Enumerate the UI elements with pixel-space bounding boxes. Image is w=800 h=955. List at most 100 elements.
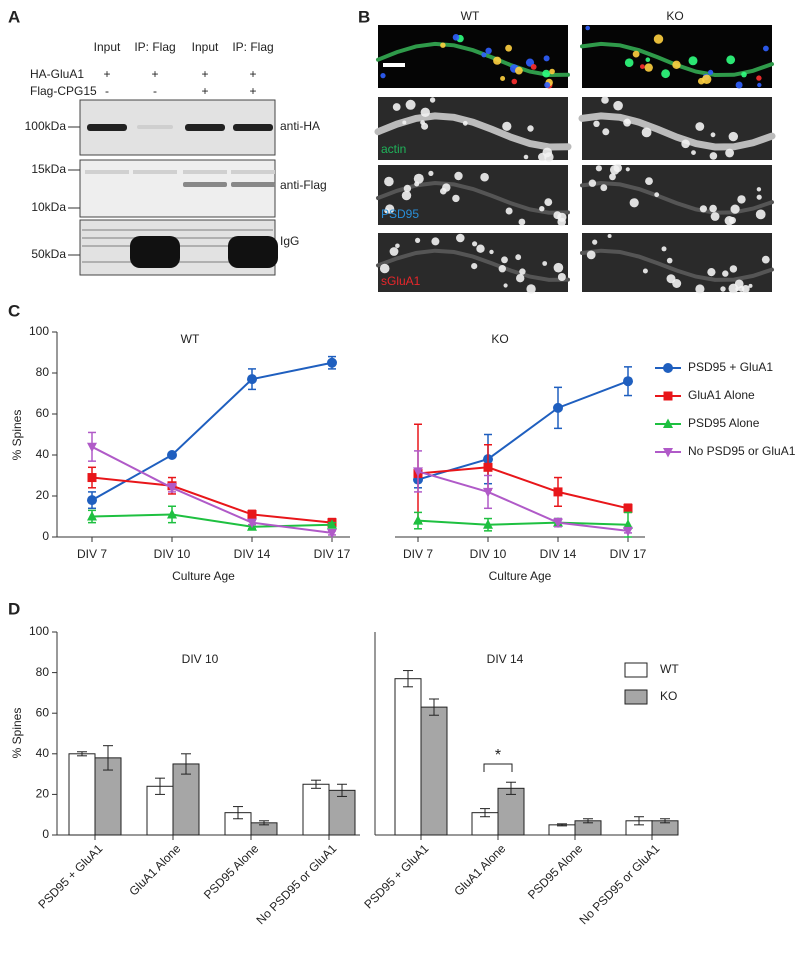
puncta: [542, 261, 548, 266]
puncta: [661, 69, 670, 79]
puncta: [429, 97, 436, 103]
dendrite: [578, 112, 776, 151]
significance-marker: *: [495, 747, 501, 764]
puncta: [518, 218, 526, 226]
chart-title: WT: [181, 332, 200, 346]
puncta: [691, 150, 696, 156]
puncta: [645, 177, 653, 186]
x-tick-label: PSD95 Alone: [201, 841, 262, 902]
puncta: [515, 254, 522, 261]
genotype-header: WT: [461, 9, 480, 23]
data-point: [553, 487, 563, 497]
legend-label: GluA1 Alone: [688, 388, 755, 402]
bar: [68, 753, 96, 836]
mw-marker: 100kDa: [25, 119, 67, 133]
blot-image: [79, 159, 276, 218]
puncta: [595, 165, 603, 172]
condition-sign: +: [249, 84, 256, 98]
puncta: [539, 206, 545, 212]
puncta: [544, 198, 553, 207]
puncta: [729, 216, 736, 224]
data-point: [87, 442, 97, 453]
puncta: [654, 192, 660, 198]
dendrite: [580, 248, 774, 282]
y-tick-label: 100: [29, 624, 49, 638]
data-point: [167, 508, 177, 519]
legend-swatch: [624, 689, 648, 705]
data-point: [623, 376, 633, 387]
puncta: [553, 262, 564, 273]
dendrite: [376, 248, 570, 282]
legend-marker: [663, 448, 673, 458]
y-tick-label: 0: [42, 827, 49, 841]
legend-swatch: [624, 662, 648, 678]
puncta: [481, 52, 487, 58]
lane-header: IP: Flag: [232, 40, 273, 54]
puncta: [625, 167, 630, 172]
puncta: [600, 184, 608, 192]
x-tick-label: PSD95 + GluA1: [35, 841, 105, 911]
puncta: [757, 82, 762, 88]
dendrite: [376, 41, 570, 78]
puncta: [729, 265, 738, 273]
condition-sign: +: [151, 67, 158, 81]
panel-label: B: [358, 7, 370, 26]
puncta: [471, 263, 478, 270]
panel-label: A: [8, 7, 20, 26]
puncta: [698, 77, 705, 85]
data-point: [87, 511, 97, 521]
puncta: [523, 154, 529, 160]
x-tick-label: DIV 7: [77, 547, 107, 561]
puncta: [542, 69, 551, 78]
puncta: [709, 152, 718, 160]
puncta: [462, 120, 468, 126]
chart-title: DIV 10: [182, 652, 219, 666]
y-axis-label: % Spines: [10, 410, 24, 461]
micrograph: [582, 165, 772, 225]
puncta: [763, 45, 769, 52]
bar: [497, 787, 525, 836]
blot-band: [137, 125, 173, 129]
blot-band: [228, 236, 278, 268]
puncta: [681, 139, 690, 149]
blot-band: [233, 124, 273, 131]
data-point: [413, 515, 423, 525]
puncta: [726, 55, 736, 65]
puncta: [431, 237, 440, 246]
puncta: [666, 274, 676, 284]
puncta: [585, 25, 590, 31]
bar: [172, 763, 200, 836]
puncta: [500, 76, 506, 81]
puncta: [720, 286, 726, 292]
condition-sign: -: [105, 84, 109, 98]
bar: [94, 757, 122, 836]
puncta: [609, 173, 616, 181]
puncta: [485, 47, 492, 54]
puncta: [710, 212, 720, 221]
puncta: [440, 42, 446, 48]
puncta: [695, 284, 705, 294]
puncta: [544, 82, 551, 88]
puncta: [722, 270, 729, 277]
blot-band: [183, 182, 227, 187]
bar: [548, 824, 576, 836]
puncta: [480, 172, 489, 182]
series-line: [91, 361, 333, 501]
puncta: [725, 148, 734, 158]
puncta: [502, 121, 512, 131]
puncta: [695, 122, 705, 131]
mw-marker: 15kDa: [31, 162, 66, 176]
puncta: [592, 239, 598, 245]
puncta: [516, 274, 525, 283]
data-point: [167, 483, 177, 494]
puncta: [707, 268, 716, 277]
chart-title: DIV 14: [487, 652, 524, 666]
legend-label: KO: [660, 689, 677, 703]
condition-sign: +: [201, 67, 208, 81]
puncta: [688, 56, 698, 66]
puncta: [384, 176, 394, 187]
blot-smear: [183, 170, 227, 174]
series-line: [417, 519, 629, 526]
condition-name: Flag-CPG15: [30, 84, 97, 98]
y-tick-label: 20: [36, 787, 50, 801]
